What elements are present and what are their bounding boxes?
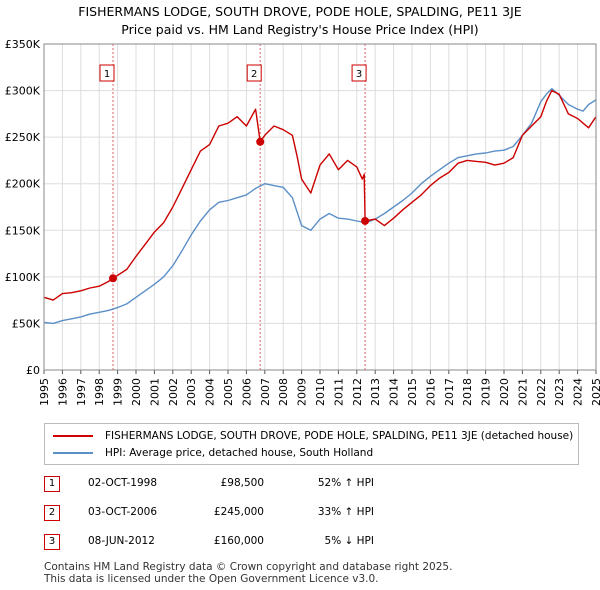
sale-marker-label: 3 [356, 69, 362, 80]
sale-marker-box [99, 64, 115, 82]
x-tick-label: 2011 [332, 378, 345, 406]
y-tick-label: £50K [12, 317, 41, 330]
x-tick-label: 2003 [185, 378, 198, 406]
legend: FISHERMANS LODGE, SOUTH DROVE, PODE HOLE… [44, 423, 579, 465]
x-tick-label: 1999 [112, 378, 125, 406]
sale-hpi-change: 5% ↓ HPI [324, 535, 374, 547]
sale-marker-box [246, 64, 262, 82]
sale-marker-label: 2 [251, 69, 257, 80]
sale-number: 3 [44, 534, 60, 550]
y-tick-label: £250K [5, 131, 41, 144]
sale-hpi-change: 52% ↑ HPI [317, 477, 374, 489]
x-tick-label: 2019 [480, 378, 493, 406]
table-row: 2 03-OCT-2006 £245,000 33% ↑ HPI [44, 501, 444, 530]
x-tick-label: 2004 [204, 378, 217, 406]
x-tick-label: 2000 [130, 378, 143, 406]
x-tick-label: 2021 [516, 378, 529, 406]
legend-label-property: FISHERMANS LODGE, SOUTH DROVE, PODE HOLE… [105, 430, 574, 442]
footer-licence: This data is licensed under the Open Gov… [44, 573, 379, 585]
sale-price: £98,500 [220, 477, 264, 489]
sale-hpi-change: 33% ↑ HPI [317, 506, 374, 518]
y-tick-label: £300K [5, 85, 41, 98]
x-tick-label: 2008 [277, 378, 290, 406]
x-tick-label: 2022 [535, 378, 548, 406]
sale-number: 2 [44, 505, 60, 521]
x-tick-label: 2007 [259, 378, 272, 406]
legend-item-hpi: HPI: Average price, detached house, Sout… [53, 445, 373, 461]
series-line-property [43, 89, 597, 301]
x-tick-label: 1995 [38, 378, 51, 406]
x-tick-label: 2002 [167, 378, 180, 406]
table-row: 3 08-JUN-2012 £160,000 5% ↓ HPI [44, 530, 444, 559]
x-tick-label: 2016 [424, 378, 437, 406]
x-tick-label: 2020 [498, 378, 511, 406]
x-tick-label: 2014 [388, 378, 401, 406]
footer-copyright: Contains HM Land Registry data © Crown c… [44, 561, 453, 573]
sale-date: 03-OCT-2006 [88, 506, 157, 518]
x-tick-label: 2013 [369, 378, 382, 406]
x-tick-label: 2025 [590, 378, 600, 406]
sale-point [256, 137, 265, 146]
series-line-hpi [43, 87, 597, 325]
sale-point [109, 274, 117, 283]
chart-subtitle: Price paid vs. HM Land Registry's House … [121, 22, 479, 37]
y-tick-label: £350K [5, 38, 41, 51]
x-tick-label: 2010 [314, 378, 327, 406]
sale-number: 1 [44, 476, 60, 492]
legend-item-property: FISHERMANS LODGE, SOUTH DROVE, PODE HOLE… [53, 428, 573, 444]
x-tick-label: 2012 [351, 378, 364, 406]
sale-marker-box [351, 64, 367, 82]
x-tick-label: 2018 [461, 378, 474, 406]
sale-marker-label: 1 [104, 69, 110, 80]
x-tick-label: 2006 [240, 378, 253, 406]
legend-line-hpi [53, 452, 93, 454]
x-tick-label: 1998 [93, 378, 106, 406]
y-tick-label: £150K [5, 224, 41, 237]
x-tick-label: 2005 [222, 378, 235, 406]
footer: Contains HM Land Registry data © Crown c… [44, 561, 452, 585]
sale-price: £245,000 [213, 506, 264, 518]
sale-price: £160,000 [213, 535, 264, 547]
legend-line-property [53, 435, 93, 437]
plot-frame [43, 43, 597, 371]
x-tick-label: 2023 [553, 378, 566, 406]
legend-label-hpi: HPI: Average price, detached house, Sout… [105, 447, 374, 459]
x-tick-label: 2017 [443, 378, 456, 406]
y-tick-label: £0 [26, 364, 40, 377]
y-tick-label: £100K [5, 271, 41, 284]
sale-point [361, 216, 370, 225]
table-row: 1 02-OCT-1998 £98,500 52% ↑ HPI [44, 472, 444, 501]
sale-date: 02-OCT-1998 [88, 477, 157, 489]
x-tick-label: 2015 [406, 378, 419, 406]
y-tick-label: £200K [5, 178, 41, 191]
sale-date: 08-JUN-2012 [88, 535, 155, 547]
chart-title: FISHERMANS LODGE, SOUTH DROVE, PODE HOLE… [78, 4, 522, 19]
x-tick-label: 2009 [296, 378, 309, 406]
x-tick-label: 1997 [75, 378, 88, 406]
x-tick-label: 2001 [148, 378, 161, 406]
sales-table: 1 02-OCT-1998 £98,500 52% ↑ HPI 2 03-OCT… [44, 472, 444, 559]
x-tick-label: 1996 [56, 378, 69, 406]
price-chart: £0 £50K £100K £150K £200K £250K £300K £350K 1995… [5, 38, 600, 406]
x-tick-label: 2024 [572, 378, 585, 406]
